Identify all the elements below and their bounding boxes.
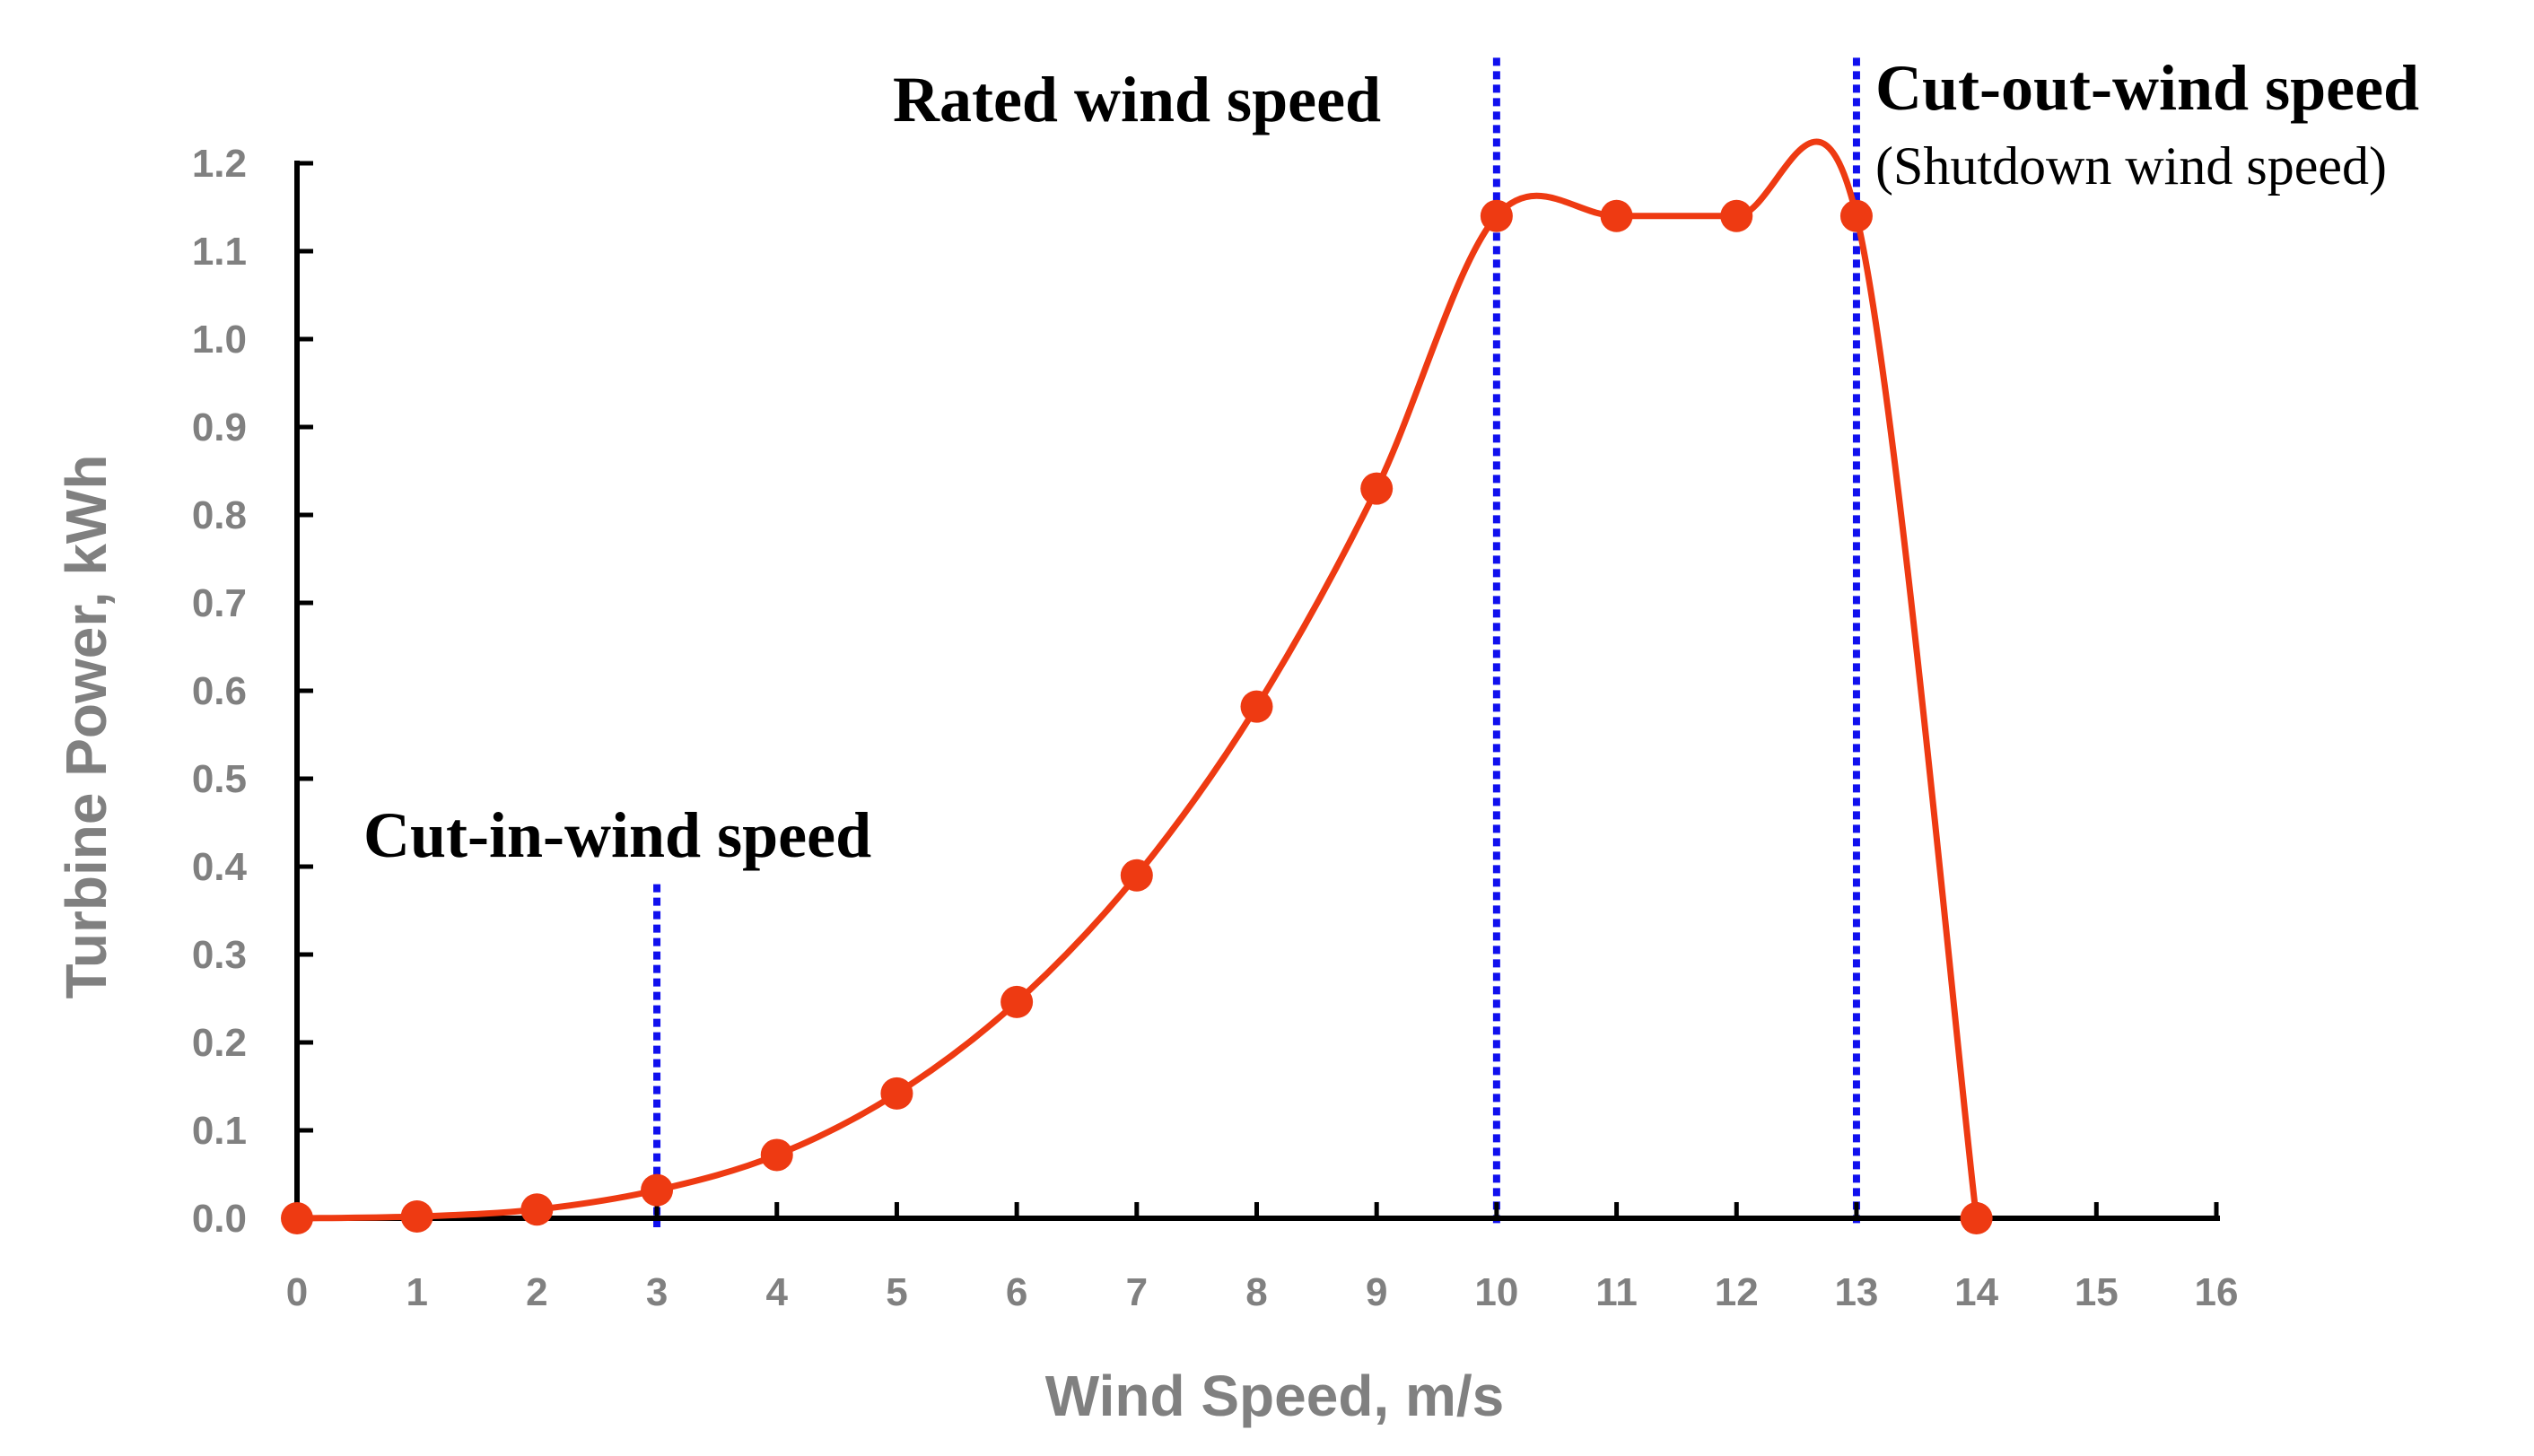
cut-in-annotation: Cut-in-wind speed (363, 799, 871, 871)
y-tick-label: 0.9 (192, 405, 247, 449)
x-axis-title: Wind Speed, m/s (1045, 1364, 1505, 1428)
y-tick-label: 0.8 (192, 493, 247, 537)
y-tick-label: 0.6 (192, 669, 247, 713)
reference-lines (653, 57, 1860, 1227)
data-point (1360, 472, 1394, 505)
x-tick-label: 16 (2195, 1270, 2239, 1314)
data-point (1240, 690, 1273, 723)
data-point (1839, 199, 1873, 232)
x-tick-label: 1 (406, 1270, 427, 1314)
x-tick-label: 12 (1715, 1270, 1759, 1314)
x-tick-label: 6 (1006, 1270, 1027, 1314)
x-tick-label: 8 (1245, 1270, 1267, 1314)
data-point (520, 1193, 554, 1226)
y-tick-label: 0.0 (192, 1197, 247, 1241)
ticks: 0 1 2 3 4 5 6 7 8 9 10 11 12 13 14 15 160.00.10.20.30.40… (192, 142, 2239, 1314)
data-point (1600, 199, 1633, 232)
x-tick-label: 11 (1595, 1270, 1638, 1314)
x-tick-label: 0 (286, 1270, 308, 1314)
cut-out-annotation: Cut-out-wind speed (1875, 52, 2419, 124)
y-axis-title: Turbine Power, kWh (54, 455, 118, 999)
y-tick-label: 0.3 (192, 933, 247, 977)
y-tick-label: 0.1 (192, 1109, 247, 1153)
data-point (400, 1200, 433, 1234)
cut-out-subtitle-annotation: (Shutdown wind speed) (1875, 136, 2387, 196)
y-tick-label: 1.0 (192, 318, 247, 362)
x-tick-label: 7 (1126, 1270, 1148, 1314)
y-tick-label: 0.7 (192, 581, 247, 625)
y-tick-label: 1.1 (192, 230, 247, 274)
data-point (641, 1173, 674, 1207)
data-point (1720, 199, 1753, 232)
x-tick-label: 10 (1474, 1270, 1518, 1314)
data-point (1960, 1202, 1993, 1234)
rated-annotation: Rated wind speed (893, 64, 1381, 135)
y-tick-label: 0.5 (192, 757, 247, 801)
x-tick-label: 14 (1954, 1270, 1998, 1314)
data-point (1480, 199, 1513, 232)
series-line (296, 138, 1980, 1222)
y-tick-label: 0.2 (192, 1021, 247, 1065)
data-point (1120, 859, 1153, 892)
x-tick-label: 2 (526, 1270, 547, 1314)
data-point (880, 1077, 913, 1110)
series (281, 138, 1993, 1234)
x-tick-label: 5 (886, 1270, 907, 1314)
data-point (281, 1202, 313, 1234)
x-tick-label: 3 (646, 1270, 668, 1314)
data-point (760, 1138, 793, 1172)
x-tick-label: 15 (2075, 1270, 2119, 1314)
y-tick-label: 0.4 (192, 845, 248, 889)
x-tick-label: 9 (1366, 1270, 1387, 1314)
x-tick-label: 4 (766, 1270, 789, 1314)
x-tick-label: 13 (1834, 1270, 1878, 1314)
y-tick-label: 1.2 (192, 142, 247, 186)
data-point (1000, 985, 1034, 1018)
